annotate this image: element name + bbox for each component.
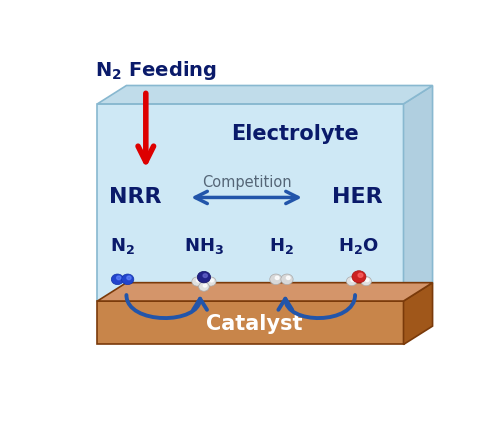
Polygon shape (98, 85, 432, 104)
Polygon shape (98, 104, 404, 301)
Circle shape (361, 276, 372, 286)
Circle shape (122, 274, 134, 285)
Circle shape (352, 271, 366, 283)
Circle shape (210, 279, 214, 282)
Text: NRR: NRR (109, 187, 162, 207)
Circle shape (112, 274, 124, 285)
Polygon shape (404, 85, 432, 301)
Circle shape (346, 276, 357, 286)
Circle shape (286, 276, 290, 279)
Text: Competition: Competition (202, 175, 292, 190)
Polygon shape (404, 283, 432, 345)
Circle shape (116, 276, 121, 279)
Text: $\mathbf{H_2O}$: $\mathbf{H_2O}$ (338, 236, 380, 256)
Circle shape (270, 274, 282, 285)
Text: $\mathbf{H_2}$: $\mathbf{H_2}$ (269, 236, 294, 256)
Circle shape (192, 277, 202, 286)
Circle shape (127, 276, 131, 279)
Text: $\mathbf{N_2}$ Feeding: $\mathbf{N_2}$ Feeding (96, 59, 218, 82)
Circle shape (358, 273, 363, 277)
FancyArrowPatch shape (278, 295, 355, 318)
Polygon shape (98, 301, 404, 345)
Circle shape (351, 279, 354, 282)
Circle shape (198, 271, 210, 283)
Circle shape (281, 274, 293, 285)
FancyArrowPatch shape (126, 295, 207, 318)
Circle shape (198, 282, 209, 291)
Circle shape (206, 277, 216, 286)
Circle shape (196, 279, 200, 282)
Circle shape (366, 279, 369, 282)
Circle shape (204, 284, 206, 287)
Text: Electrolyte: Electrolyte (231, 124, 359, 144)
Text: Catalyst: Catalyst (206, 314, 302, 334)
Polygon shape (98, 283, 432, 301)
Text: $\mathbf{NH_3}$: $\mathbf{NH_3}$ (184, 236, 224, 256)
Text: HER: HER (332, 187, 382, 207)
Circle shape (276, 276, 279, 279)
Text: $\mathbf{N_2}$: $\mathbf{N_2}$ (110, 236, 135, 256)
Circle shape (203, 274, 207, 277)
